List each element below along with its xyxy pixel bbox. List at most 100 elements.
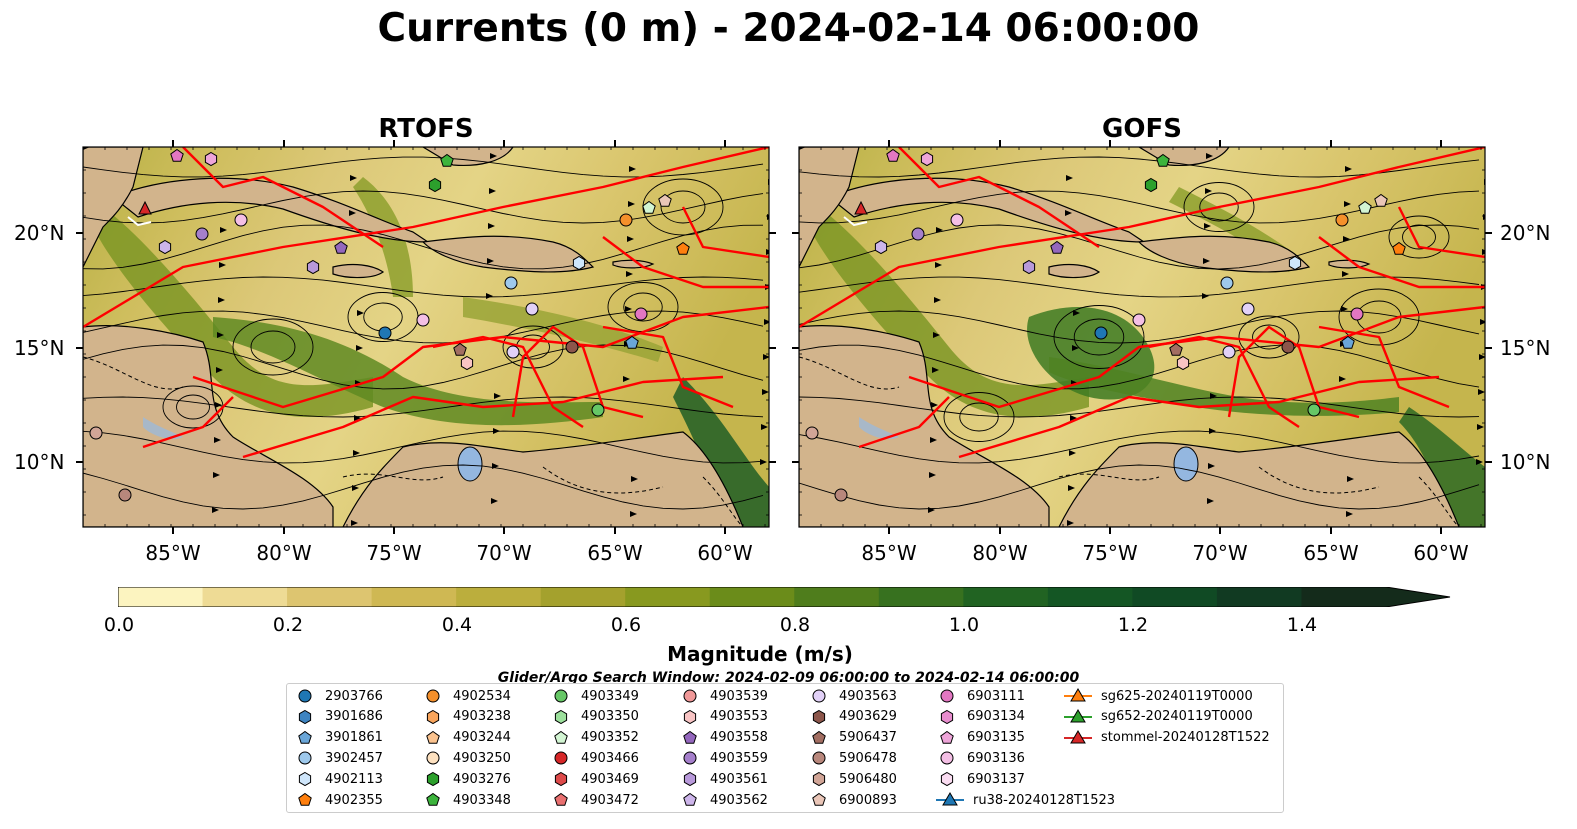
legend-marker-icon — [812, 772, 826, 787]
legend-entry: 6903135 — [935, 728, 1025, 748]
colorbar-tick: 1.4 — [1286, 614, 1318, 636]
legend-entry: 4903553 — [678, 707, 768, 727]
streamline-arrow — [1203, 258, 1210, 264]
legend-label: 3901686 — [325, 709, 383, 725]
legend-marker-icon — [554, 792, 568, 806]
streamline-arrow — [1069, 450, 1076, 456]
land-mass — [83, 325, 334, 527]
legend-entry: 3902457 — [293, 748, 383, 768]
streamline — [83, 190, 764, 224]
streamline-arrow — [1206, 153, 1213, 159]
float-marker — [591, 403, 605, 417]
colorbar-tick: 0.2 — [272, 614, 304, 636]
boundary-track — [432, 335, 584, 428]
legend-marker-icon — [812, 689, 826, 703]
lat-label-10n-left: 10°N — [14, 450, 65, 474]
legend-entry: 4903348 — [421, 790, 511, 810]
float-marker — [234, 213, 248, 227]
streamline-arrow — [1341, 306, 1348, 312]
boundary-track — [1318, 236, 1485, 289]
legend-entry: 4903250 — [421, 748, 511, 768]
float-marker — [416, 313, 430, 327]
streamline-arrow — [934, 297, 941, 303]
colorbar-segment — [709, 587, 795, 607]
legend-label: ru38-20240128T1523 — [973, 792, 1116, 808]
search-window-caption: Glider/Argo Search Window: 2024-02-09 06… — [497, 670, 1080, 686]
float-marker — [440, 153, 454, 167]
eddy-streamline — [1238, 315, 1300, 359]
map-panel-gofs[interactable] — [792, 140, 1492, 534]
float-marker — [170, 148, 184, 162]
float-marker — [565, 340, 579, 354]
legend-entry: 4903244 — [421, 728, 511, 748]
float-marker — [874, 239, 888, 255]
legend-marker-icon — [1064, 708, 1092, 723]
legend-label: 5906437 — [839, 730, 897, 746]
float-marker — [453, 342, 467, 356]
streamline-arrow — [493, 428, 500, 434]
float-marker — [1222, 345, 1236, 359]
legend-marker-icon — [940, 730, 954, 744]
legend-marker-icon — [554, 689, 568, 703]
glider-track — [843, 216, 868, 227]
legend-label: 4903629 — [839, 709, 897, 725]
legend-entry: 4903539 — [678, 686, 768, 706]
legend-entry: 6903137 — [935, 769, 1025, 789]
streamline — [83, 156, 764, 178]
legend-label: 6903136 — [967, 750, 1025, 766]
float-marker — [634, 307, 648, 321]
float-marker — [1374, 193, 1388, 207]
legend-marker-icon — [683, 792, 697, 806]
legend-entry: 4903558 — [678, 728, 768, 748]
lon-label-65w-gofs: 65°W — [1303, 541, 1359, 565]
float-marker — [1358, 200, 1372, 214]
streamline-arrow — [1072, 345, 1079, 351]
lat-label-15n-left: 15°N — [14, 336, 65, 360]
float-marker — [1094, 326, 1108, 340]
float-marker — [625, 335, 639, 349]
legend-entry: 3901861 — [293, 728, 383, 748]
lon-label-75w-gofs: 75°W — [1082, 541, 1138, 565]
eddy-streamline — [250, 330, 296, 364]
current-speed-patch — [809, 207, 1089, 417]
legend-entry: 6903134 — [935, 707, 1025, 727]
legend-marker-icon — [426, 792, 440, 806]
legend-label: 6903135 — [967, 730, 1025, 746]
float-marker — [676, 241, 690, 255]
land-mass — [799, 325, 1050, 527]
panel-title-gofs: GOFS — [1102, 114, 1182, 144]
colorbar-segment — [118, 587, 204, 607]
legend-label: 4902113 — [325, 771, 383, 787]
float-marker — [658, 193, 672, 207]
lake-nicaragua — [859, 417, 899, 439]
streamline-arrow — [1205, 188, 1212, 194]
streamline-arrow — [216, 367, 223, 373]
lon-label-75w-rtofs: 75°W — [366, 541, 422, 565]
legend-label: 4903238 — [453, 709, 511, 725]
map-panel-rtofs[interactable] — [76, 140, 776, 534]
legend-label: 3902457 — [325, 750, 383, 766]
legend-marker-icon — [554, 709, 568, 724]
streamline-arrow — [936, 227, 943, 233]
streamline-arrow — [1209, 428, 1216, 434]
legend-marker-icon — [683, 689, 697, 703]
streamline-arrow — [799, 147, 806, 150]
streamline — [799, 224, 1480, 270]
legend-label: 4903558 — [710, 730, 768, 746]
streamline — [83, 310, 764, 344]
lon-label-60w-gofs: 60°W — [1413, 541, 1469, 565]
figure-title: Currents (0 m) - 2024-02-14 06:00:00 — [377, 6, 1200, 51]
float-marker — [428, 177, 442, 193]
streamline — [799, 396, 1480, 418]
streamline-arrow — [623, 376, 630, 382]
legend-entry: 4903469 — [549, 769, 639, 789]
legend-label: 5906480 — [839, 771, 897, 787]
streamline-arrow — [1476, 459, 1483, 465]
land-mass — [332, 263, 385, 279]
streamline-arrow — [353, 450, 360, 456]
legend-label: 2903766 — [325, 688, 383, 704]
lat-label-20n-left: 20°N — [14, 221, 65, 245]
legend-marker-icon — [940, 751, 954, 765]
streamline-arrow — [932, 367, 939, 373]
legend-label: 4903553 — [710, 709, 768, 725]
